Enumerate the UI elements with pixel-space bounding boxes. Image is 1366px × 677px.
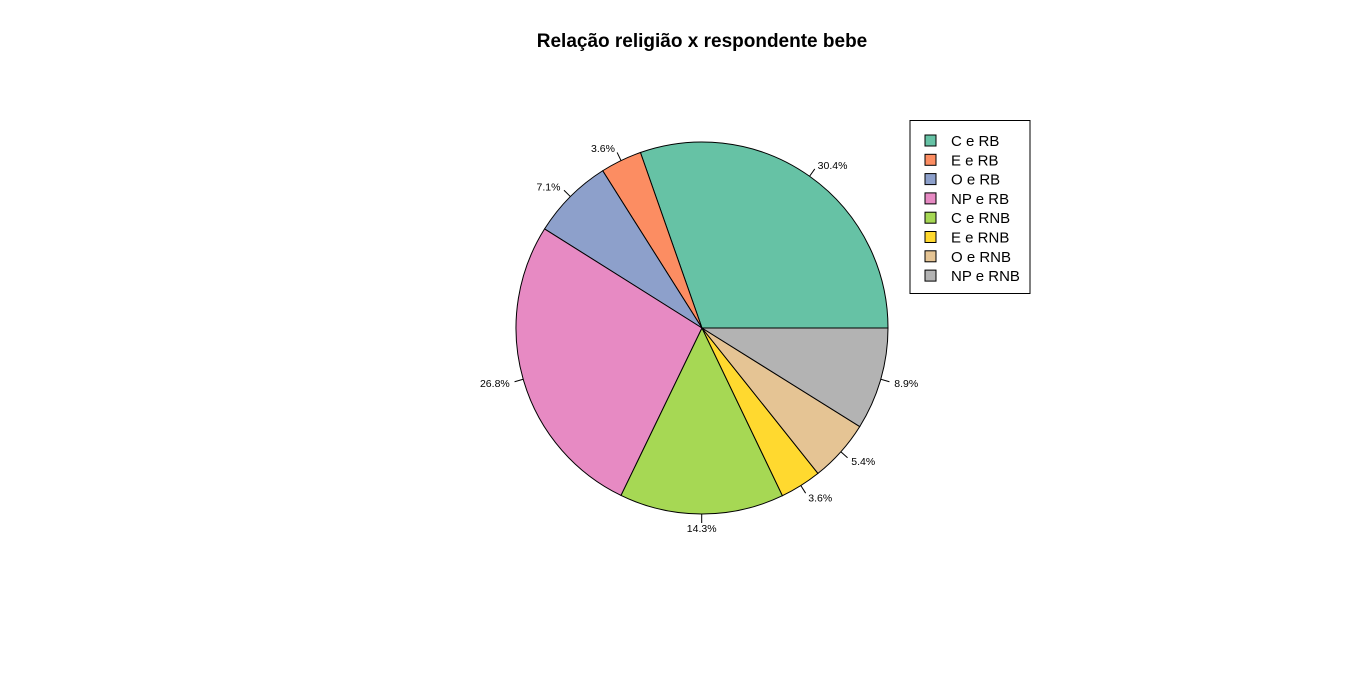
legend-label: O e RB (951, 172, 1000, 189)
legend-label: E e RB (951, 152, 999, 169)
pie-slices (515, 141, 889, 515)
legend-swatch (924, 192, 937, 205)
pie-label-tick (616, 152, 622, 161)
legend-swatch (924, 250, 937, 263)
pie-label-tick (514, 378, 524, 383)
pie-slice-label: 14.3% (687, 523, 717, 535)
pie-label-tick (809, 168, 816, 177)
pie-slice-label: 5.4% (851, 456, 875, 468)
pie-slice (700, 327, 889, 428)
pie-slice (620, 326, 784, 515)
legend-swatch (924, 173, 937, 186)
pie-slice-label: 3.6% (591, 143, 615, 155)
legend-label: O e RNB (951, 249, 1011, 266)
legend: C e RB E e RB O e RB NP e RB C e RNB E e RNB O… (909, 120, 1031, 294)
pie-label-tick (800, 485, 807, 494)
legend-swatch (924, 269, 937, 282)
legend-label: C e RNB (951, 210, 1010, 227)
pie-slice-label: 30.4% (818, 160, 848, 172)
pie-label-tick (880, 378, 890, 383)
pie-slice (515, 228, 703, 497)
legend-label: C e RB (951, 133, 999, 150)
pie-slice-label: 8.9% (894, 378, 918, 390)
pie-slice-label: 7.1% (537, 182, 561, 194)
legend-swatch (924, 211, 937, 224)
pie-slice-label: 3.6% (808, 492, 832, 504)
pie-label-tick (563, 189, 571, 197)
legend-swatch (924, 231, 937, 243)
legend-swatch (924, 153, 937, 166)
pie-label-tick (840, 451, 848, 459)
legend-label: NP e RNB (951, 268, 1020, 285)
legend-box (909, 120, 1031, 294)
pie-slice-label: 26.8% (480, 378, 510, 390)
legend-label: E e RNB (951, 230, 1009, 247)
legend-label: NP e RB (951, 191, 1009, 208)
legend-swatch (924, 134, 937, 147)
pie-labels: 30.4% 3.6% 7.1% 26.8% 14.3% 3.6% 5.4% 8.9% (480, 143, 918, 535)
chart-title: Relação religião x respondente bebe (537, 31, 868, 52)
